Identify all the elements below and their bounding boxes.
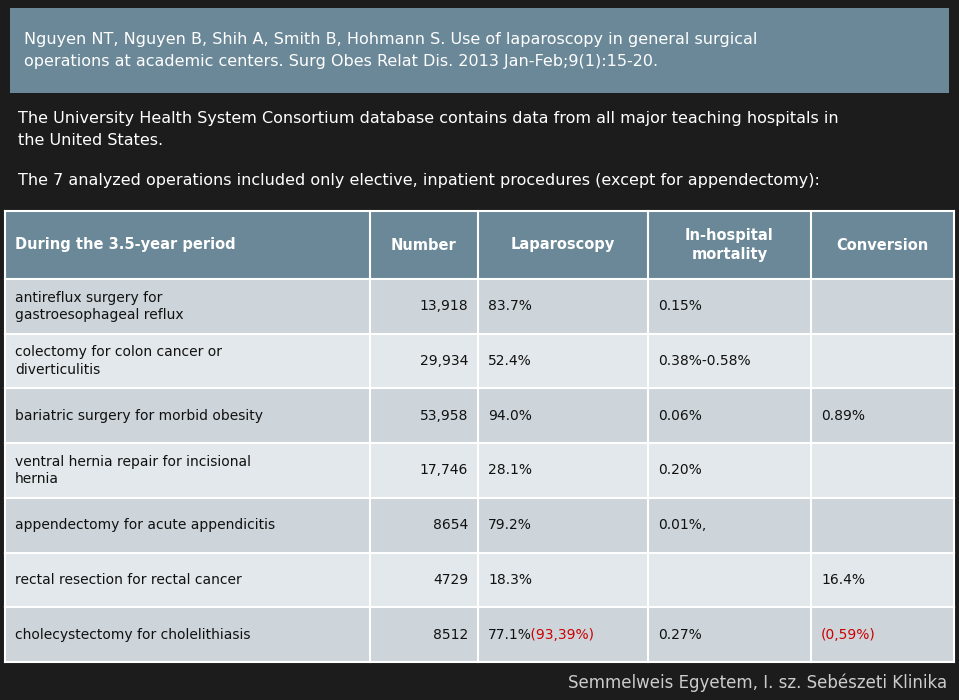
Text: 0.15%: 0.15% [658, 300, 702, 314]
Text: 53,958: 53,958 [420, 409, 468, 423]
Text: 18.3%: 18.3% [488, 573, 532, 587]
Text: 0.27%: 0.27% [658, 628, 702, 642]
Text: 94.0%: 94.0% [488, 409, 532, 423]
Text: appendectomy for acute appendicitis: appendectomy for acute appendicitis [15, 518, 275, 532]
Text: The University Health System Consortium database contains data from all major te: The University Health System Consortium … [18, 111, 838, 148]
Bar [5, 389, 954, 443]
Text: Laparoscopy: Laparoscopy [511, 237, 615, 253]
Bar [5, 608, 954, 662]
Text: 4729: 4729 [433, 573, 468, 587]
Text: (0,59%): (0,59%) [821, 628, 876, 642]
Text: colectomy for colon cancer or
diverticulitis: colectomy for colon cancer or diverticul… [15, 345, 222, 377]
Text: 17,746: 17,746 [420, 463, 468, 477]
Text: Nguyen NT, Nguyen B, Shih A, Smith B, Hohmann S. Use of laparoscopy in general s: Nguyen NT, Nguyen B, Shih A, Smith B, Ho… [24, 32, 758, 69]
Text: 8654: 8654 [433, 518, 468, 532]
Bar [5, 211, 954, 279]
Bar [5, 334, 954, 388]
Text: bariatric surgery for morbid obesity: bariatric surgery for morbid obesity [15, 409, 263, 423]
Text: 28.1%: 28.1% [488, 463, 532, 477]
Text: cholecystectomy for cholelithiasis: cholecystectomy for cholelithiasis [15, 628, 250, 642]
Text: rectal resection for rectal cancer: rectal resection for rectal cancer [15, 573, 242, 587]
Text: 0.01%,: 0.01%, [658, 518, 706, 532]
Text: 8512: 8512 [433, 628, 468, 642]
Text: 16.4%: 16.4% [821, 573, 865, 587]
Bar [10, 8, 949, 93]
Text: 0.89%: 0.89% [821, 409, 865, 423]
Text: Number: Number [391, 237, 456, 253]
Text: 0.38%-0.58%: 0.38%-0.58% [658, 354, 751, 368]
Text: The 7 analyzed operations included only elective, inpatient procedures (except f: The 7 analyzed operations included only … [18, 173, 820, 188]
Text: (93,39%): (93,39%) [526, 628, 594, 642]
Bar [5, 443, 954, 498]
Text: Conversion: Conversion [836, 237, 928, 253]
Text: 79.2%: 79.2% [488, 518, 532, 532]
Text: 77.1%: 77.1% [488, 628, 532, 642]
Text: 52.4%: 52.4% [488, 354, 531, 368]
Text: 13,918: 13,918 [419, 300, 468, 314]
Text: ventral hernia repair for incisional
hernia: ventral hernia repair for incisional her… [15, 455, 251, 486]
Text: In-hospital
mortality: In-hospital mortality [685, 228, 774, 262]
Bar [5, 498, 954, 552]
Text: 83.7%: 83.7% [488, 300, 532, 314]
Bar [5, 552, 954, 608]
Text: 29,934: 29,934 [420, 354, 468, 368]
Bar [5, 279, 954, 334]
Text: Semmelweis Egyetem, I. sz. Sebészeti Klinika: Semmelweis Egyetem, I. sz. Sebészeti Kli… [568, 673, 947, 692]
Text: antireflux surgery for
gastroesophageal reflux: antireflux surgery for gastroesophageal … [15, 290, 183, 322]
Text: During the 3.5-year period: During the 3.5-year period [15, 237, 236, 253]
Text: 0.06%: 0.06% [658, 409, 702, 423]
Text: 0.20%: 0.20% [658, 463, 702, 477]
